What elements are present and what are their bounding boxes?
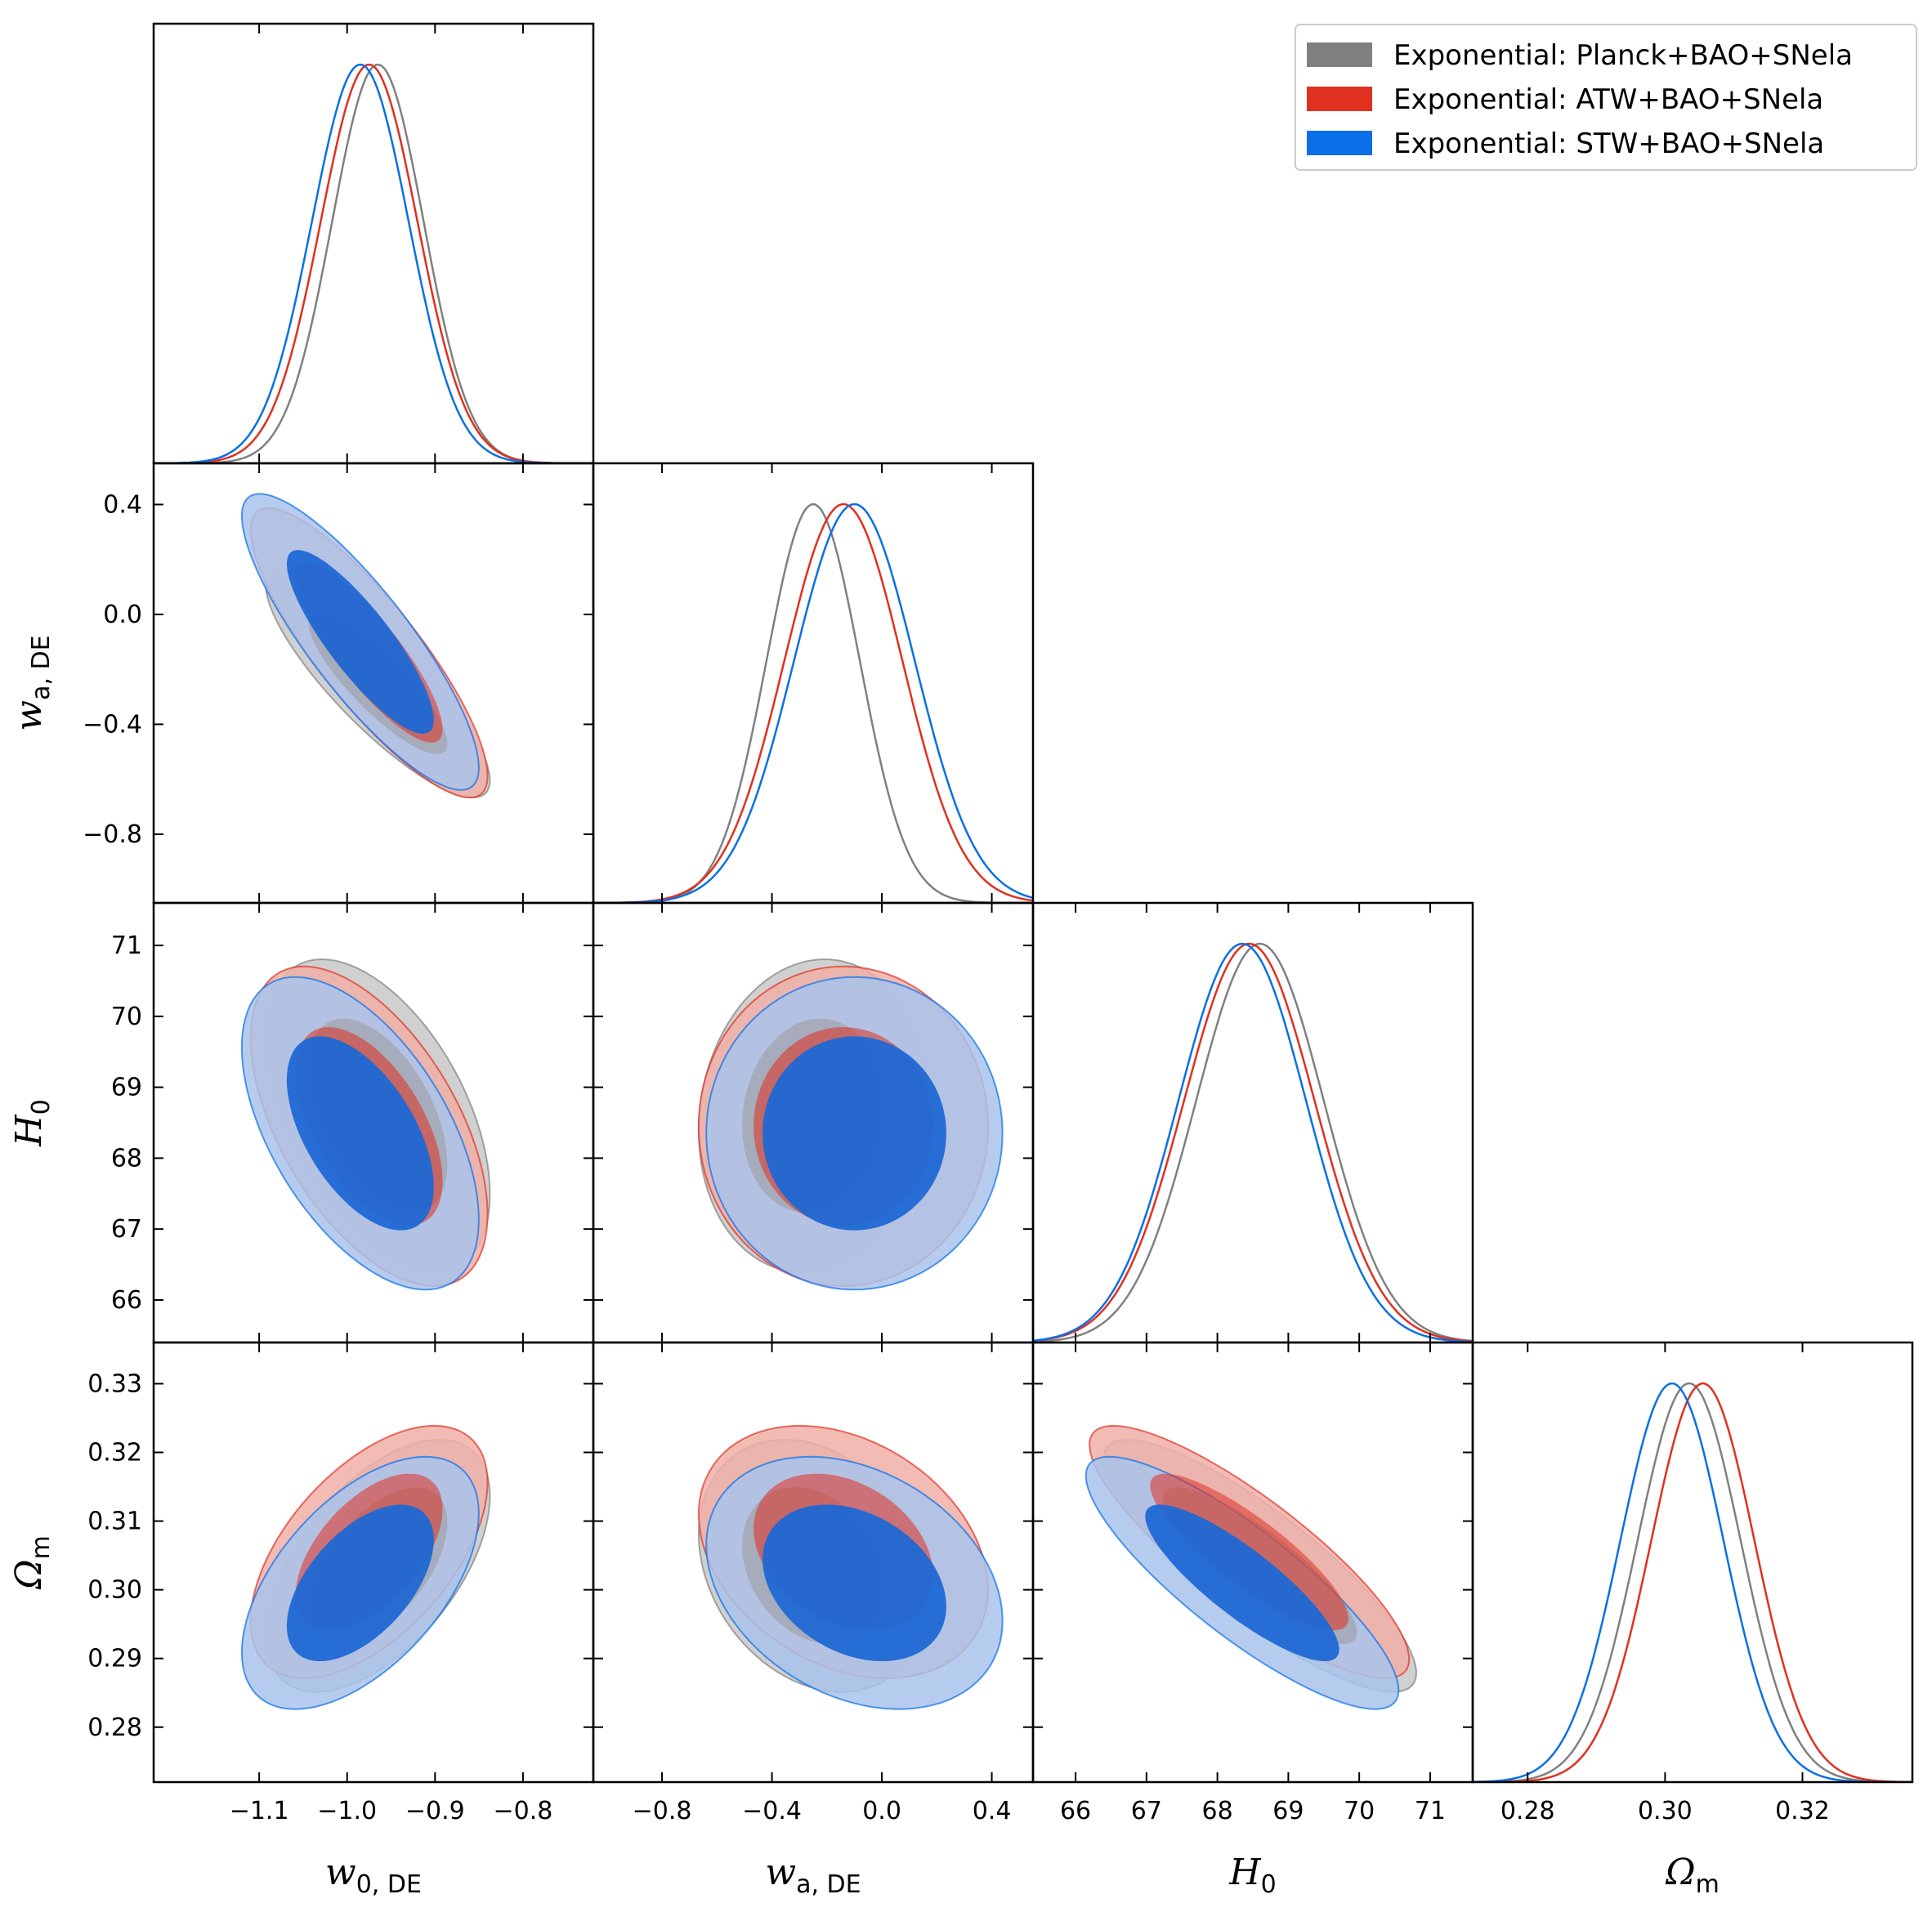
y-axis-label-wa: wa, DE [8, 635, 56, 730]
panel-Om-vs-w0 [240, 1424, 491, 1710]
label-sub: 0, DE [356, 1870, 422, 1899]
x-tick-label: 68 [1202, 1797, 1233, 1825]
panel-H0-vs-w0 [240, 958, 491, 1291]
x-tick-label: −1.1 [230, 1797, 289, 1825]
marginal-curve-2 [1473, 1382, 1912, 1782]
legend-swatch-1 [1307, 42, 1372, 67]
x-tick-label: 69 [1272, 1797, 1304, 1825]
y-tick-label: 0.4 [103, 490, 142, 519]
label-main: w [765, 1852, 796, 1893]
contour-68-3 [763, 1504, 946, 1661]
panel-frame [1031, 901, 1474, 1344]
label-main: w [325, 1852, 356, 1893]
y-tick-label: 0.30 [87, 1576, 142, 1605]
legend-label-3: Exponential: STW+BAO+SNela [1393, 127, 1824, 160]
contour-68-3 [1145, 1504, 1339, 1661]
x-tick-label: 0.30 [1638, 1797, 1693, 1825]
y-tick-label: 0.33 [87, 1369, 142, 1398]
marginal-curve-1 [154, 63, 593, 463]
x-tick-label: 70 [1344, 1797, 1375, 1825]
contour-68-3 [286, 1504, 434, 1661]
y-axis-label-H0: H0 [8, 1099, 56, 1146]
marginal-curve-2 [593, 503, 1033, 903]
x-tick-label: 0.0 [862, 1797, 901, 1825]
x-axis-label-w0: w0, DE [325, 1852, 422, 1899]
panel-Om-vs-wa [697, 1425, 1004, 1710]
y-tick-label: −0.8 [83, 820, 142, 849]
x-axis-label-wa: wa, DE [765, 1852, 861, 1899]
y-tick-label: 69 [111, 1074, 142, 1102]
legend-frame [1295, 24, 1917, 171]
y-tick-label: 0.29 [87, 1645, 142, 1673]
panel-frame [592, 462, 1035, 905]
contour-68-3 [287, 550, 434, 734]
marginal-curve-1 [1033, 942, 1473, 1343]
label-sub: 0 [27, 1099, 56, 1115]
label-main: Ω [8, 1559, 50, 1589]
x-tick-label: −1.0 [317, 1797, 377, 1825]
legend-swatch-2 [1307, 87, 1372, 111]
marginal-curve-3 [154, 63, 593, 463]
x-tick-label: −0.9 [405, 1797, 465, 1825]
marginal-w0 [154, 63, 593, 463]
legend-label-2: Exponential: ATW+BAO+SNela [1393, 83, 1823, 116]
marginal-curve-2 [154, 63, 593, 463]
y-tick-label: 70 [111, 1003, 142, 1031]
x-tick-label: 71 [1415, 1797, 1446, 1825]
y-axis-label-Om: Ωm [8, 1535, 56, 1590]
marginal-curve-3 [1473, 1382, 1912, 1782]
y-tick-label: −0.4 [83, 710, 142, 739]
marginal-curve-1 [593, 503, 1033, 903]
x-tick-label: 0.28 [1500, 1797, 1555, 1825]
y-tick-label: 0.0 [103, 601, 142, 629]
x-tick-label: −0.4 [742, 1797, 802, 1825]
panel-wa-vs-w0 [240, 493, 491, 798]
panel-frame [152, 22, 595, 465]
marginal-curve-1 [1473, 1382, 1912, 1782]
marginal-wa [593, 503, 1033, 903]
y-tick-label: 68 [111, 1144, 142, 1173]
legend-label-1: Exponential: Planck+BAO+SNela [1393, 39, 1853, 72]
contour-68-3 [286, 1036, 434, 1231]
label-main: H [8, 1114, 50, 1147]
label-sub: 0 [1261, 1870, 1277, 1899]
contour-68-3 [763, 1036, 946, 1231]
panel-frame [1471, 1341, 1914, 1784]
y-tick-label: 0.31 [87, 1508, 142, 1536]
panel-H0-vs-wa [697, 958, 1004, 1291]
x-axis-label-H0: H0 [1228, 1852, 1276, 1899]
x-tick-label: −0.8 [493, 1797, 552, 1825]
marginal-curve-2 [1033, 942, 1473, 1343]
label-sub: m [1696, 1870, 1720, 1899]
legend: Exponential: Planck+BAO+SNela Exponential… [1295, 24, 1917, 171]
label-main: Ω [1665, 1852, 1695, 1893]
label-sub: m [27, 1535, 56, 1559]
marginal-curve-3 [593, 503, 1033, 903]
marginal-H0 [1033, 942, 1473, 1343]
marginal-Om [1473, 1382, 1912, 1782]
y-tick-label: 66 [111, 1286, 142, 1315]
x-tick-label: 66 [1060, 1797, 1091, 1825]
x-tick-label: 0.32 [1775, 1797, 1830, 1825]
legend-swatch-3 [1307, 131, 1372, 155]
marginal-curve-3 [1033, 942, 1473, 1343]
label-sub: a, DE [27, 635, 56, 700]
y-tick-label: 71 [111, 931, 142, 960]
y-tick-label: 0.28 [87, 1713, 142, 1742]
x-tick-label: 0.4 [973, 1797, 1012, 1825]
label-main: H [1228, 1852, 1262, 1893]
label-main: w [8, 700, 50, 731]
y-tick-label: 67 [111, 1215, 142, 1244]
y-tick-label: 0.32 [87, 1439, 142, 1468]
x-tick-label: 67 [1131, 1797, 1162, 1825]
panels-layer [154, 63, 1912, 1782]
label-sub: a, DE [796, 1870, 861, 1899]
x-axis-label-Om: Ωm [1665, 1852, 1720, 1899]
labels-layer: −1.1 −1.0 −0.9 −0.8w0, DE−0.8 −0.4 0.0 0.4wa, … [8, 22, 1914, 1899]
x-tick-label: −0.8 [633, 1797, 692, 1825]
panel-Om-vs-H0 [1085, 1425, 1417, 1710]
